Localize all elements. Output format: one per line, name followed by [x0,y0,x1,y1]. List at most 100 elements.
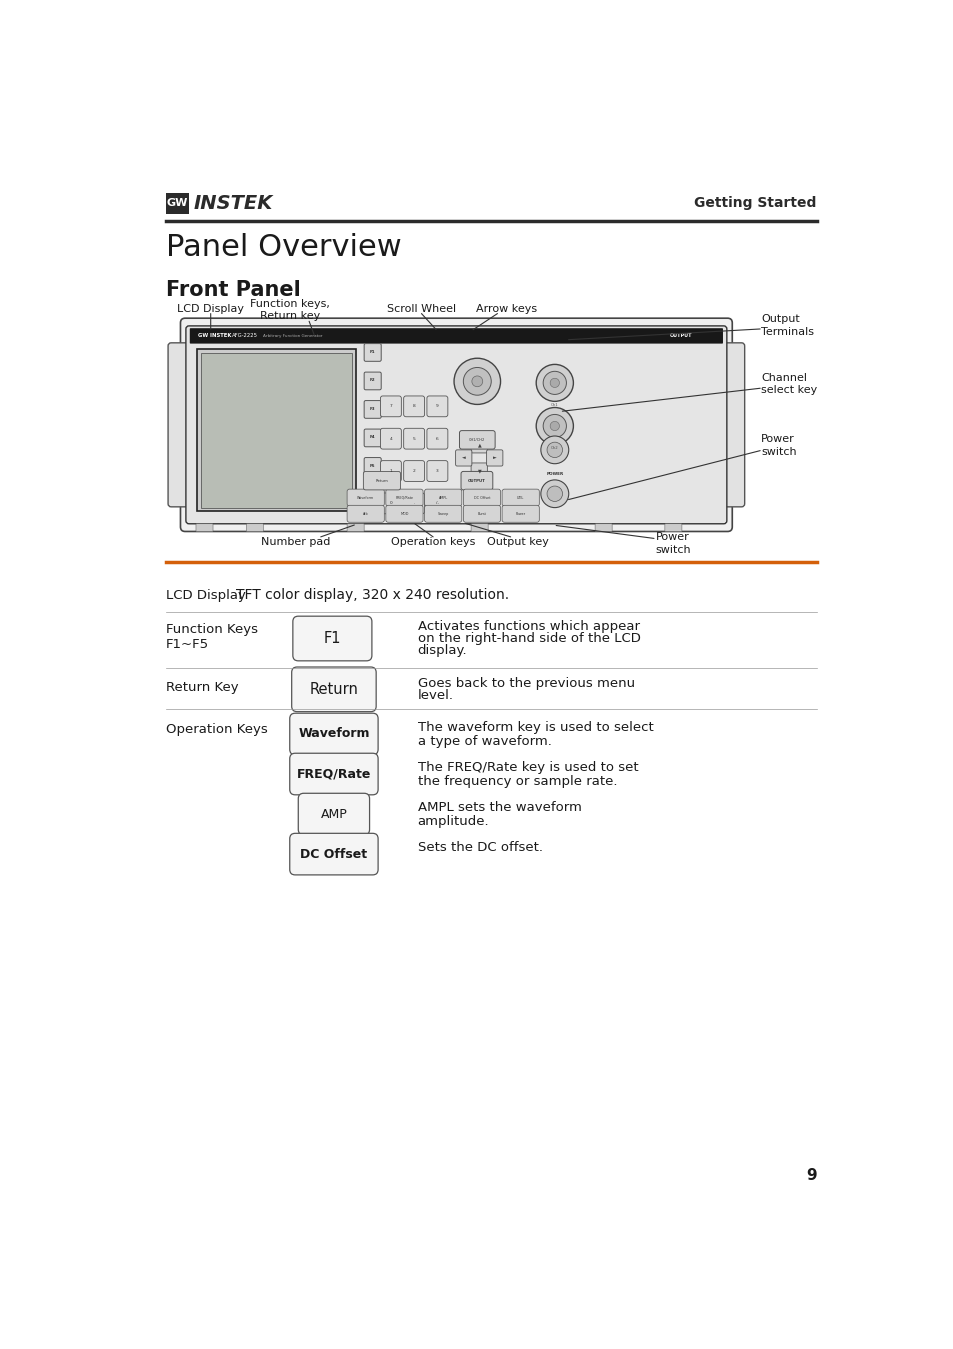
Text: on the right-hand side of the LCD: on the right-hand side of the LCD [417,633,639,645]
Text: ▲: ▲ [477,442,481,447]
Text: 9: 9 [805,1168,816,1183]
Text: TFT color display, 320 x 240 resolution.: TFT color display, 320 x 240 resolution. [235,588,508,603]
Circle shape [546,442,562,457]
FancyBboxPatch shape [403,492,424,514]
Circle shape [542,371,566,394]
Text: AMPL: AMPL [438,495,447,499]
Text: Output: Output [760,314,799,324]
Text: DC Offset: DC Offset [300,847,367,861]
FancyBboxPatch shape [424,506,461,522]
FancyBboxPatch shape [471,437,487,453]
FancyBboxPatch shape [364,344,381,362]
Text: Panel Overview: Panel Overview [166,233,401,262]
Text: the frequency or sample rate.: the frequency or sample rate. [417,776,617,788]
FancyBboxPatch shape [471,463,487,479]
Text: DC Offset: DC Offset [474,495,490,499]
Text: Function Keys: Function Keys [166,623,257,635]
Text: OUTPUT: OUTPUT [468,479,485,483]
Text: 9: 9 [436,405,438,409]
FancyBboxPatch shape [190,328,722,344]
Text: 8: 8 [413,405,416,409]
FancyBboxPatch shape [293,616,372,661]
FancyBboxPatch shape [298,793,369,835]
FancyBboxPatch shape [385,490,422,506]
FancyBboxPatch shape [380,492,401,514]
FancyBboxPatch shape [459,430,495,449]
Text: AFG-2225: AFG-2225 [232,333,257,339]
Text: .: . [413,502,415,506]
Text: F3: F3 [370,406,375,410]
FancyBboxPatch shape [363,471,400,490]
Text: ◄: ◄ [462,455,465,460]
Text: Waveform: Waveform [298,727,370,741]
Text: LCD Display: LCD Display [166,590,245,602]
FancyBboxPatch shape [595,523,612,532]
Text: Operation keys: Operation keys [391,537,475,546]
Text: F1: F1 [370,349,375,353]
FancyBboxPatch shape [456,449,472,465]
Text: Return key: Return key [259,312,319,321]
Text: Front Panel: Front Panel [166,281,300,301]
Text: INSTEK: INSTEK [193,194,273,213]
Text: ►: ► [493,455,497,460]
Text: LCD Display: LCD Display [177,304,244,313]
Circle shape [536,407,573,444]
Circle shape [540,436,568,464]
FancyBboxPatch shape [290,714,377,755]
Text: 2: 2 [413,469,416,473]
Text: The waveform key is used to select: The waveform key is used to select [417,722,653,734]
Text: a type of waveform.: a type of waveform. [417,735,551,749]
Text: amplitude.: amplitude. [417,815,489,828]
Circle shape [542,414,566,437]
FancyBboxPatch shape [380,460,401,482]
Text: switch: switch [655,545,691,554]
FancyBboxPatch shape [460,471,493,490]
FancyBboxPatch shape [403,460,424,482]
Text: 1: 1 [389,469,392,473]
FancyBboxPatch shape [364,429,381,447]
Text: Output key: Output key [487,537,549,546]
FancyBboxPatch shape [664,523,681,532]
Text: Scroll Wheel: Scroll Wheel [387,304,456,313]
Text: The FREQ/Rate key is used to set: The FREQ/Rate key is used to set [417,761,638,774]
Circle shape [540,480,568,507]
FancyBboxPatch shape [427,397,447,417]
Text: FREQ/Rate: FREQ/Rate [296,768,371,781]
FancyBboxPatch shape [424,490,461,506]
FancyBboxPatch shape [168,343,190,507]
FancyBboxPatch shape [427,492,447,514]
Text: Waveform: Waveform [356,495,374,499]
Text: Activates functions which appear: Activates functions which appear [417,619,639,633]
Circle shape [463,367,491,395]
FancyBboxPatch shape [427,428,447,449]
FancyBboxPatch shape [196,349,355,511]
FancyBboxPatch shape [292,666,375,712]
FancyBboxPatch shape [501,490,538,506]
FancyBboxPatch shape [471,523,488,532]
Text: Return: Return [309,681,358,697]
Text: 6: 6 [436,437,438,441]
Text: F2: F2 [370,378,375,382]
FancyBboxPatch shape [364,457,381,475]
Text: Sweep: Sweep [437,511,448,515]
FancyBboxPatch shape [290,834,377,876]
Text: 5: 5 [413,437,416,441]
Text: 4: 4 [389,437,392,441]
Text: Return Key: Return Key [166,681,238,695]
FancyBboxPatch shape [380,428,401,449]
Text: Function keys,: Function keys, [250,299,330,309]
Text: FREQ/Rate: FREQ/Rate [395,495,413,499]
Text: GW: GW [167,198,188,209]
FancyBboxPatch shape [486,449,502,465]
Circle shape [472,376,482,387]
FancyBboxPatch shape [290,753,377,795]
Text: ▼: ▼ [477,468,481,473]
FancyBboxPatch shape [347,523,364,532]
Text: 0: 0 [389,502,392,506]
FancyBboxPatch shape [166,193,189,214]
FancyBboxPatch shape [722,343,744,507]
Text: Number pad: Number pad [261,537,331,546]
FancyBboxPatch shape [403,428,424,449]
Text: Terminals: Terminals [760,326,813,337]
Text: MOD: MOD [400,511,408,515]
